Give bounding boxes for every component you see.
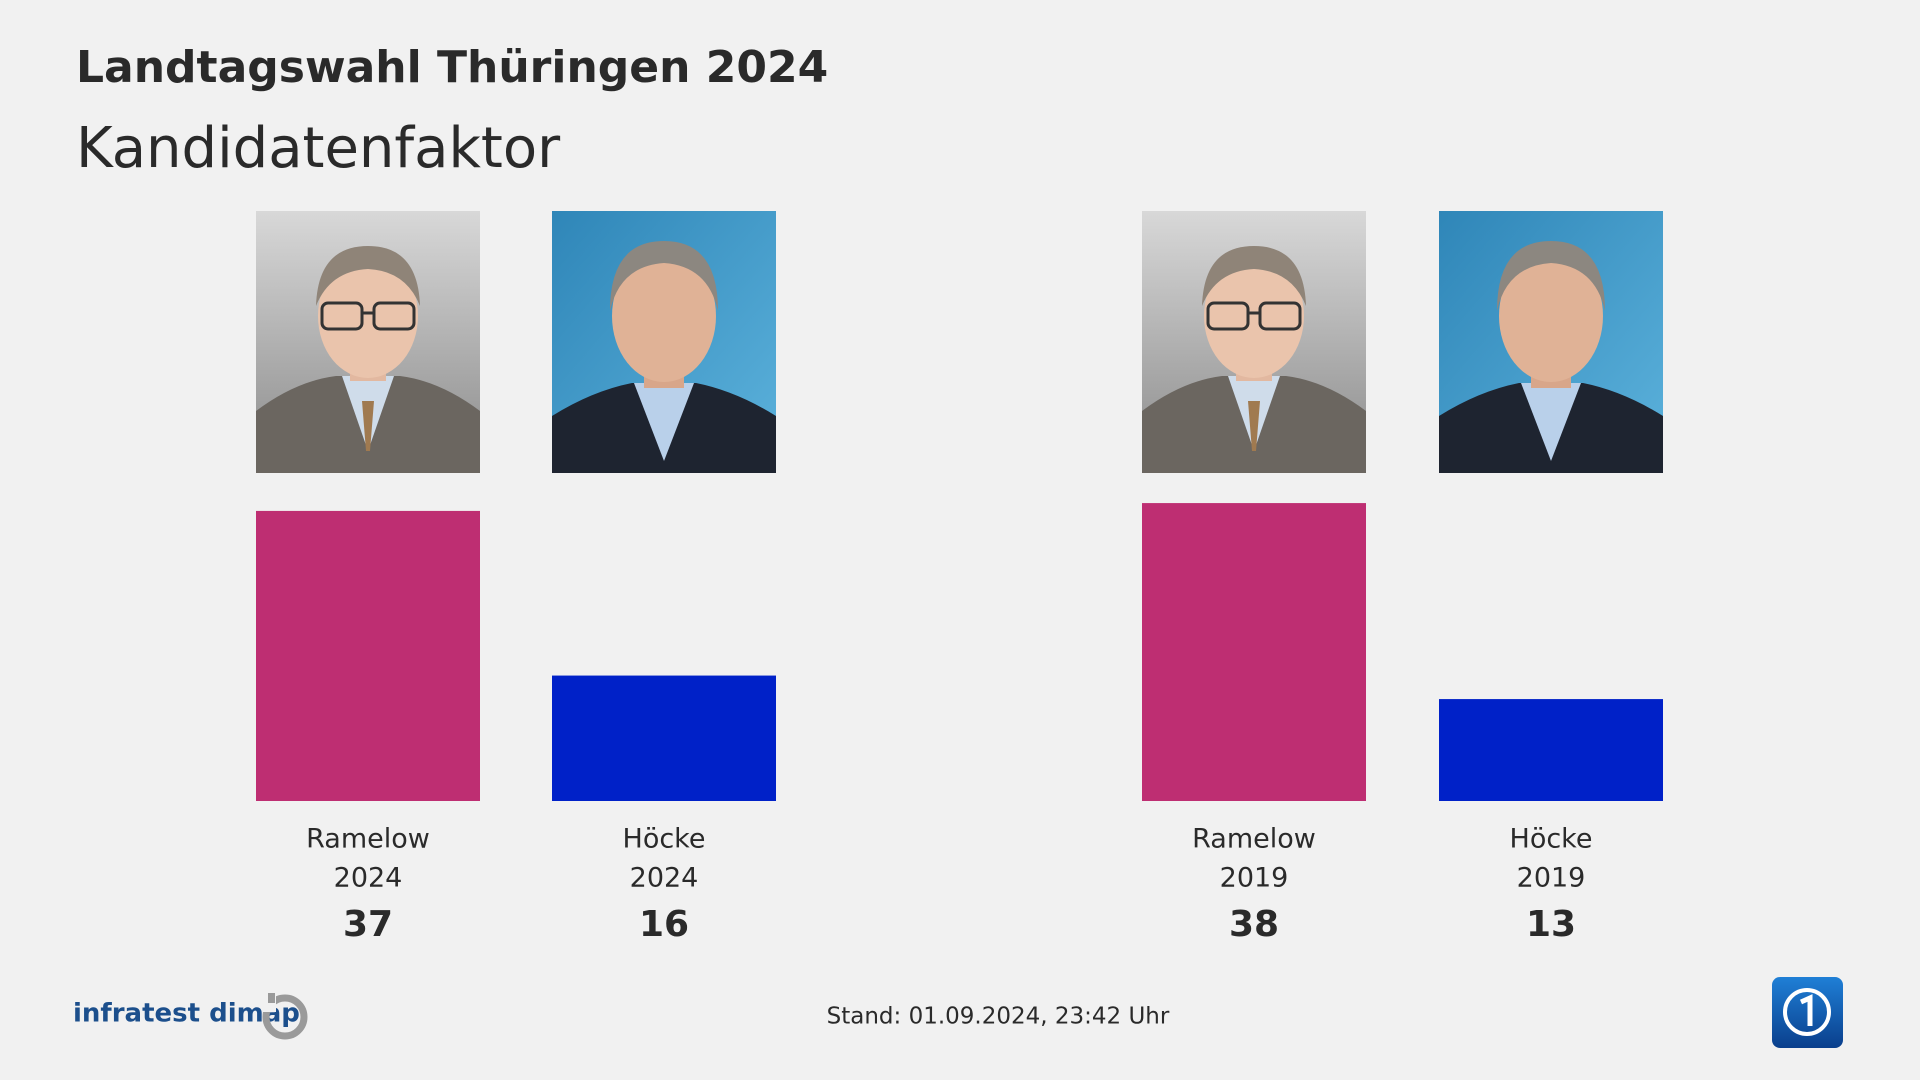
portrait bbox=[254, 209, 482, 475]
year-label: 2024 bbox=[630, 863, 699, 894]
value-label: 38 bbox=[1229, 904, 1279, 945]
bar bbox=[552, 675, 776, 801]
bar bbox=[1142, 503, 1366, 801]
bar bbox=[256, 510, 480, 801]
candidate-label: Höcke bbox=[623, 824, 706, 855]
value-label: 37 bbox=[343, 904, 393, 945]
source-logo-icon bbox=[262, 993, 308, 1040]
candidate-label: Ramelow bbox=[1192, 824, 1316, 855]
year-label: 2024 bbox=[334, 863, 403, 894]
chart-subtitle: Kandidatenfaktor bbox=[76, 116, 561, 181]
portrait bbox=[552, 211, 776, 473]
chart-title: Landtagswahl Thüringen 2024 bbox=[76, 42, 828, 93]
candidate-label: Höcke bbox=[1510, 824, 1593, 855]
stand: Stand: 01.09.2024, 23:42 Uhr bbox=[827, 1004, 1170, 1030]
portrait bbox=[1439, 211, 1663, 473]
broadcaster-logo bbox=[1772, 977, 1843, 1048]
value-label: 16 bbox=[639, 904, 689, 945]
portrait bbox=[1140, 209, 1368, 475]
bars: Ramelow 2024 37 Höcke 2024 16 Ramelow 2019 38 Höc… bbox=[256, 503, 1663, 945]
year-label: 2019 bbox=[1220, 863, 1289, 894]
bar bbox=[1439, 699, 1663, 801]
value-label: 13 bbox=[1526, 904, 1576, 945]
candidate-label: Ramelow bbox=[306, 824, 430, 855]
year-label: 2019 bbox=[1517, 863, 1586, 894]
